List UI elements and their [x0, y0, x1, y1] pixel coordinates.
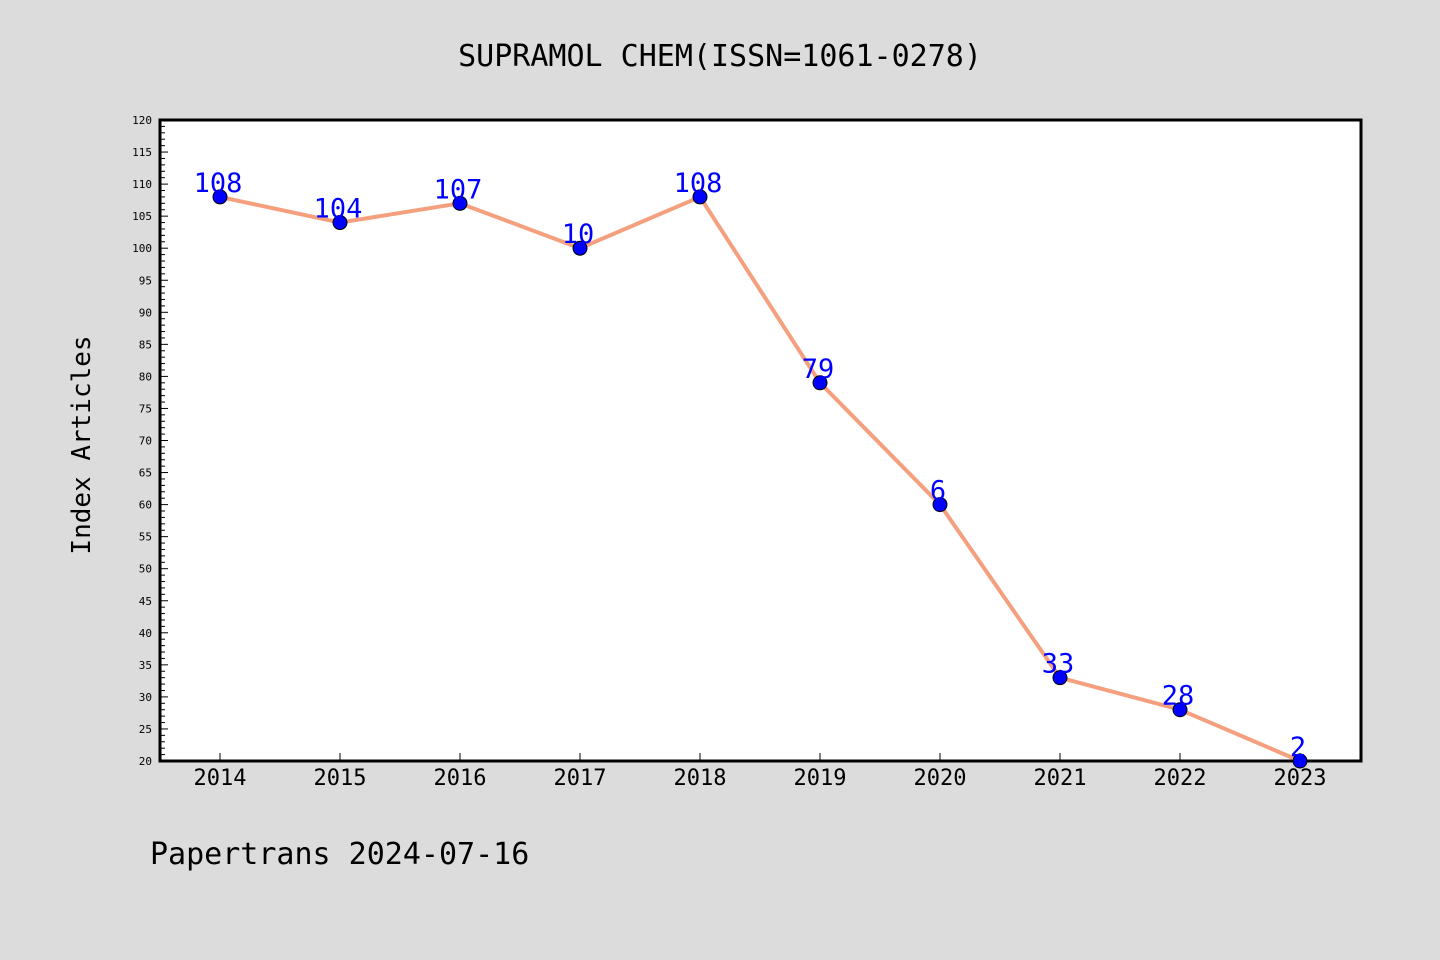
plot-area	[158, 118, 1363, 763]
data-markers	[212, 189, 1308, 769]
y-tick-label: 115	[132, 146, 152, 159]
x-tick-label: 2023	[1274, 766, 1327, 791]
x-tick-label: 2019	[794, 766, 847, 791]
y-tick-label: 105	[132, 210, 152, 223]
y-tick-label: 110	[132, 178, 152, 191]
data-label: 6	[930, 476, 946, 507]
data-point	[1172, 702, 1188, 718]
y-tick-label: 30	[139, 691, 152, 704]
data-label: 108	[194, 168, 243, 199]
data-label: 10	[562, 219, 595, 250]
series-line	[218, 194, 1302, 763]
y-tick-label: 95	[139, 274, 152, 287]
x-axis-ticks: 2014 2015 2016 2017 2018 2019 2020 2021 2022 2023	[194, 753, 1327, 791]
data-label: 104	[314, 194, 363, 225]
x-tick-label: 2022	[1154, 766, 1207, 791]
y-tick-label: 60	[139, 499, 152, 512]
data-labels: 108 104 107 10 108 79 6 33 28 2	[194, 168, 1307, 763]
data-label: 2	[1290, 732, 1306, 763]
data-point	[332, 215, 348, 231]
series-line-group	[218, 194, 1302, 763]
x-tick-label: 2018	[674, 766, 727, 791]
data-point	[812, 375, 828, 391]
y-tick-label: 85	[139, 338, 152, 351]
x-tick-label: 2015	[314, 766, 367, 791]
data-point	[932, 497, 948, 513]
y-tick-label: 25	[139, 723, 152, 736]
footer-text: Papertrans 2024-07-16	[150, 837, 529, 872]
data-point	[1052, 670, 1068, 686]
y-tick-label: 70	[139, 435, 152, 448]
y-tick-label: 80	[139, 370, 152, 383]
data-label: 107	[434, 174, 483, 205]
data-point	[572, 240, 588, 256]
y-tick-label: 50	[139, 563, 152, 576]
y-tick-label: 65	[139, 467, 152, 480]
x-tick-label: 2014	[194, 766, 247, 791]
x-tick-label: 2017	[554, 766, 607, 791]
data-label: 33	[1042, 649, 1075, 680]
y-tick-label: 45	[139, 595, 152, 608]
y-tick-label: 75	[139, 402, 152, 415]
y-tick-label: 20	[139, 755, 152, 768]
y-tick-label: 90	[139, 306, 152, 319]
y-tick-label: 100	[132, 242, 152, 255]
y-tick-label: 55	[139, 531, 152, 544]
data-point	[692, 189, 708, 205]
data-label: 28	[1162, 681, 1195, 712]
y-tick-label: 120	[132, 114, 152, 127]
data-point	[212, 189, 228, 205]
data-label: 108	[674, 168, 723, 199]
y-axis-label: Index Articles	[67, 335, 97, 554]
y-tick-label: 35	[139, 659, 152, 672]
data-point	[1292, 753, 1308, 769]
data-label: 79	[802, 354, 835, 385]
chart-title: SUPRAMOL CHEM(ISSN=1061-0278)	[458, 39, 982, 74]
x-tick-label: 2016	[434, 766, 487, 791]
data-point	[452, 195, 468, 211]
x-tick-label: 2021	[1034, 766, 1087, 791]
y-axis-ticks: 20 25 30 35 40 45 50 55 60 65 70 75 80 85 90 95 100 105 11…	[132, 114, 168, 768]
x-tick-label: 2020	[914, 766, 967, 791]
y-tick-label: 40	[139, 627, 152, 640]
